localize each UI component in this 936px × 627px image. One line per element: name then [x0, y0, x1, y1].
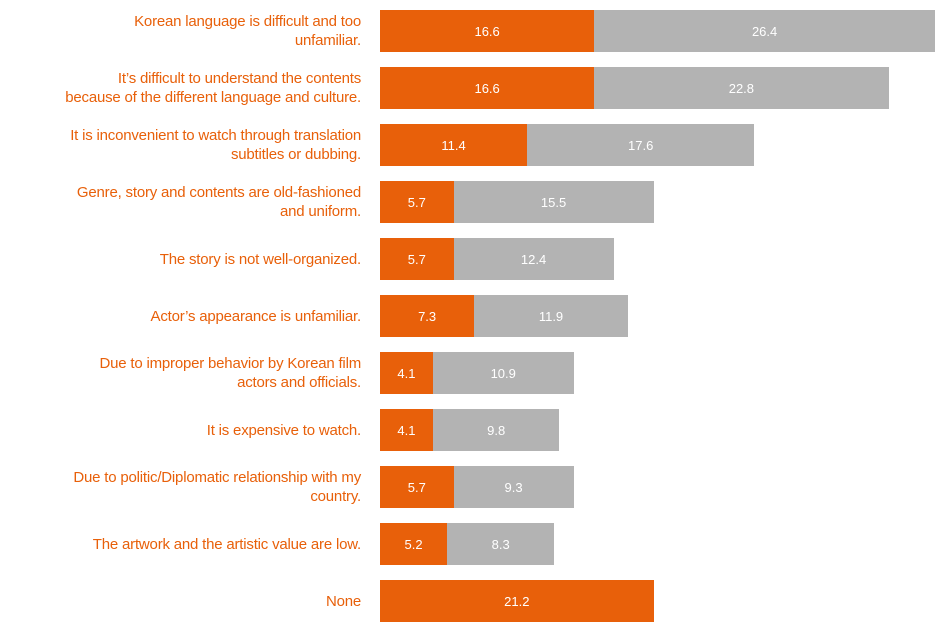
- bar-segment: [380, 67, 595, 109]
- value-label: 5.7: [407, 251, 426, 267]
- value-label: 11.4: [441, 137, 466, 153]
- bar-segment: [380, 10, 595, 52]
- bar-segment: [453, 181, 654, 223]
- bar-segment: [594, 10, 935, 52]
- category-label: Actor’s appearance is unfamiliar.: [150, 307, 362, 325]
- value-label: 5.2: [404, 536, 423, 552]
- bar-segment: [380, 580, 654, 622]
- value-label: 16.6: [474, 23, 500, 39]
- category-label: Due to improper behavior by Korean film …: [99, 355, 362, 391]
- value-label: 26.4: [751, 23, 778, 39]
- value-label: 17.6: [628, 137, 654, 153]
- bar-segment: [380, 523, 448, 565]
- bar-segment: [432, 409, 560, 451]
- bar-segment: [432, 352, 574, 394]
- bar-segment: [380, 238, 454, 280]
- category-label: It is inconvenient to watch through tran…: [70, 127, 361, 163]
- bar-segment: [594, 67, 889, 109]
- category-label: It’s difficult to understand the content…: [65, 70, 361, 106]
- value-label: 21.2: [504, 593, 530, 609]
- category-label: It is expensive to watch.: [206, 421, 361, 439]
- bar-segment: [527, 124, 755, 166]
- value-label: 4.1: [397, 365, 416, 381]
- bar-segment: [380, 466, 454, 508]
- value-label: 16.6: [474, 80, 500, 96]
- value-label: 9.3: [504, 479, 523, 495]
- bar-segment: [380, 409, 433, 451]
- value-label: 12.4: [520, 251, 547, 267]
- bar-segment: [453, 466, 574, 508]
- bar-segment: [453, 238, 614, 280]
- value-label: 15.5: [540, 194, 567, 210]
- category-label: The story is not well-organized.: [159, 250, 361, 268]
- category-label: None: [325, 592, 361, 610]
- value-label: 22.8: [728, 80, 755, 96]
- bar-segment: [474, 295, 628, 337]
- value-label: 10.9: [490, 365, 516, 381]
- value-label: 8.3: [491, 536, 510, 552]
- bar-segment: [447, 523, 555, 565]
- category-label: Korean language is difficult and too unf…: [134, 13, 361, 49]
- bar-segment: [380, 295, 475, 337]
- bar-segment: [380, 124, 528, 166]
- value-label: 4.1: [397, 422, 416, 438]
- value-label: 9.8: [487, 422, 506, 438]
- value-label: 11.9: [538, 308, 564, 324]
- category-label: Due to politic/Diplomatic relationship w…: [73, 469, 361, 505]
- value-label: 5.7: [407, 194, 426, 210]
- bar-segment: [380, 181, 454, 223]
- category-label: The artwork and the artistic value are l…: [92, 535, 361, 553]
- bar-segment: [380, 352, 433, 394]
- value-label: 5.7: [407, 479, 426, 495]
- category-label: Genre, story and contents are old-fashio…: [76, 184, 361, 220]
- value-label: 7.3: [418, 308, 437, 324]
